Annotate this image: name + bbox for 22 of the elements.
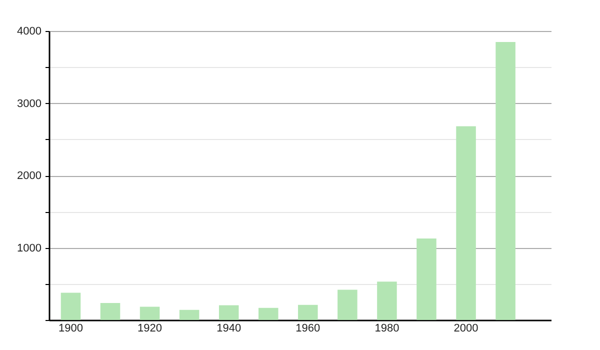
y-tick-label: 3000	[17, 98, 42, 110]
bar	[456, 126, 476, 320]
bar	[140, 306, 160, 320]
bar	[377, 282, 397, 320]
y-tick-label: 1000	[17, 242, 42, 254]
bar	[338, 290, 358, 320]
bar	[298, 304, 318, 320]
bar	[100, 302, 120, 320]
bar	[416, 238, 436, 320]
x-tick-label: 1960	[296, 322, 320, 334]
x-tick-label: 1900	[58, 322, 83, 334]
y-tick-label: 4000	[17, 26, 42, 38]
bar	[60, 292, 81, 320]
x-tick-label: 2000	[454, 322, 478, 334]
bar	[218, 305, 239, 320]
bar	[496, 42, 516, 320]
x-tick-label: 1920	[138, 322, 162, 334]
bar	[258, 308, 278, 320]
x-tick-label: 1940	[216, 322, 242, 334]
y-tick-label: 2000	[17, 170, 42, 182]
x-tick-label: 1980	[374, 322, 400, 334]
bar	[179, 310, 200, 320]
